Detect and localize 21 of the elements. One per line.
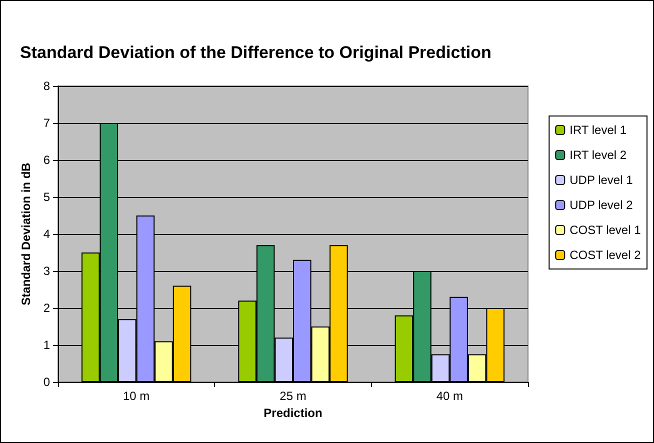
legend-label: UDP level 2 [570, 198, 634, 212]
y-tick-label: 1 [43, 338, 50, 352]
chart-title: Standard Deviation of the Difference to Original Prediction [20, 43, 492, 62]
y-tick-label: 5 [43, 190, 50, 204]
y-tick-label: 0 [43, 375, 50, 389]
legend-label: COST level 2 [570, 248, 642, 262]
legend-label: UDP level 1 [570, 173, 634, 187]
y-tick-label: 2 [43, 301, 50, 315]
x-tick-label: 40 m [436, 389, 464, 403]
y-tick-label: 3 [43, 264, 50, 278]
x-tick-label: 25 m [280, 389, 306, 403]
y-tick-label: 7 [43, 116, 50, 130]
legend-label: COST level 1 [570, 223, 642, 237]
y-axis-title: Standard Deviation in dB [19, 162, 33, 306]
y-tick-label: 6 [43, 153, 50, 167]
legend-label: IRT level 2 [570, 148, 627, 162]
x-tick-label: 10 m [122, 389, 150, 403]
legend-label: IRT level 1 [570, 123, 627, 137]
y-tick-label: 8 [43, 79, 50, 93]
y-tick-label: 4 [43, 227, 50, 241]
x-axis-title: Prediction [264, 406, 322, 420]
